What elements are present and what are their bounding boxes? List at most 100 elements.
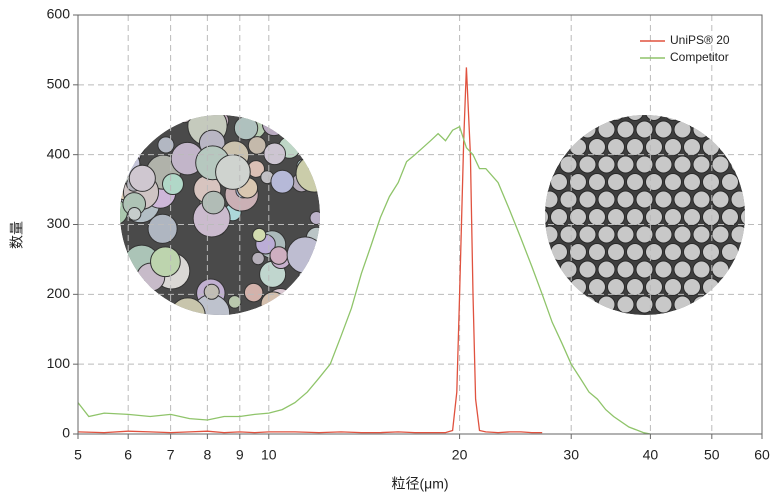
x-tick-label: 9 [236,447,244,463]
particle [545,243,549,261]
y-tick-label: 200 [47,285,71,301]
particle [588,173,606,191]
particle [203,283,220,300]
particle [550,208,568,226]
particle [578,225,597,244]
particle [124,283,157,315]
particle [120,256,130,282]
particle [750,296,767,313]
particle [692,260,711,279]
particle [654,225,673,244]
particle [607,278,625,296]
particle [127,206,142,221]
particle [569,278,587,296]
particle [215,154,251,190]
particle [721,208,739,226]
x-tick-label: 60 [754,447,770,463]
particle [578,190,597,209]
particle [626,138,644,156]
particle [192,294,231,315]
particle [559,260,578,279]
particle [683,115,701,121]
particle [721,138,739,156]
particle [683,208,701,226]
y-tick-label: 600 [47,6,71,22]
particle [588,208,606,226]
particle [247,136,267,155]
particle [673,225,692,244]
particle [147,213,178,244]
particle [588,243,606,261]
particle [635,155,654,174]
particle [645,278,663,296]
particle [711,120,730,139]
particle [131,115,169,129]
particle [578,155,597,174]
particle [550,138,568,156]
particle [559,295,578,314]
sem-image-left [120,115,320,315]
particle [730,295,745,314]
plot-frame [77,14,763,435]
particle [692,120,711,139]
particle [683,173,701,191]
particle [569,208,587,226]
particle [645,138,663,156]
particle [597,120,616,139]
x-axis-label: 粒径(μm) [391,476,448,492]
particle [692,190,711,209]
particle [569,173,587,191]
particle [673,260,692,279]
particle [750,121,767,138]
particle [289,297,314,315]
particle [120,130,147,158]
particle [645,208,663,226]
particle [559,155,578,174]
particle [711,295,730,314]
particle [286,236,320,274]
sem-images [120,115,767,315]
y-tick-label: 300 [47,215,71,231]
particle [616,295,635,314]
particle [635,225,654,244]
y-tick-label: 0 [62,425,70,441]
particle [308,287,320,308]
particle [635,295,654,314]
x-tick-label: 30 [563,447,579,463]
particle [730,120,745,139]
x-tick-label: 8 [203,447,211,463]
particle [169,297,206,315]
x-tick-label: 20 [452,447,468,463]
particle [269,246,289,265]
particle [626,173,644,191]
particle [711,190,730,209]
particle [711,260,730,279]
particle [683,138,701,156]
particle [673,295,692,314]
particle [616,120,635,139]
particle [126,115,161,130]
particle [295,154,320,193]
particle [550,243,568,261]
particle [616,190,635,209]
particle [550,278,568,296]
particle [588,115,606,121]
legend-label: UniPS® 20 [670,33,730,47]
particle [550,115,568,121]
particle [120,137,130,159]
particle [263,142,287,166]
particle [664,173,682,191]
particle [702,115,720,121]
particle [730,155,745,174]
particle [626,115,644,121]
particle [545,115,549,121]
particle [626,243,644,261]
y-tick-label: 500 [47,76,71,92]
particle [645,173,663,191]
particle [635,190,654,209]
particle [588,278,606,296]
particle [664,243,682,261]
particle [673,190,692,209]
particle [227,295,242,309]
particle [702,173,720,191]
